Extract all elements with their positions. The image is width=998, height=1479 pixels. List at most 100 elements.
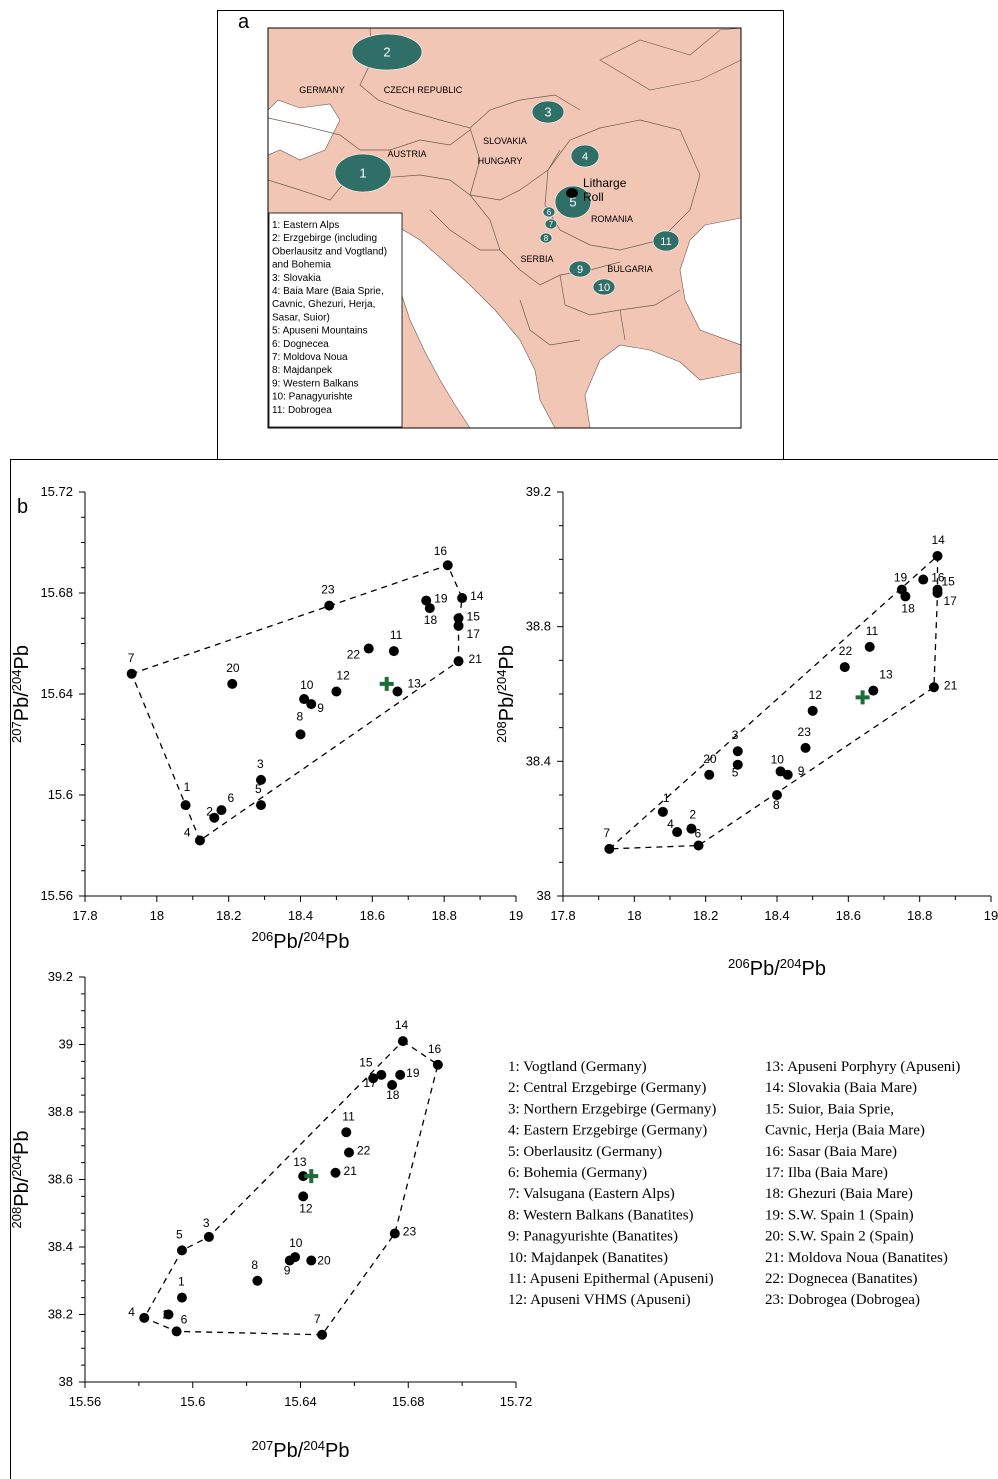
data-point bbox=[693, 840, 704, 851]
map-key-box bbox=[268, 212, 403, 428]
data-point-label: 1 bbox=[663, 791, 670, 805]
site-label: Litharge bbox=[583, 176, 627, 190]
data-point bbox=[453, 620, 464, 631]
data-point bbox=[896, 584, 907, 595]
region-label: 2 bbox=[383, 45, 390, 60]
data-point-label: 8 bbox=[773, 798, 780, 812]
data-point bbox=[672, 827, 683, 838]
x-tick-label: 18 bbox=[627, 908, 641, 923]
data-point-label: 11 bbox=[390, 628, 403, 642]
data-point bbox=[298, 1171, 309, 1182]
region-5 bbox=[554, 185, 592, 219]
data-point bbox=[775, 766, 786, 777]
data-point bbox=[732, 759, 743, 770]
data-point-label: 11 bbox=[342, 1109, 355, 1123]
country-label: BULGARIA bbox=[607, 264, 653, 274]
data-point-label: 20 bbox=[226, 661, 240, 675]
data-point-label: 15 bbox=[942, 575, 956, 589]
data-point bbox=[331, 686, 342, 697]
data-point bbox=[932, 588, 943, 598]
data-point bbox=[800, 742, 811, 753]
data-point-label: 22 bbox=[347, 648, 361, 662]
legend-item: 11: Apuseni Epithermal (Apuseni) bbox=[508, 1271, 714, 1287]
data-point-label: 4 bbox=[184, 825, 191, 839]
region-4 bbox=[570, 144, 600, 168]
legend-item: 10: Majdanpek (Banatites) bbox=[508, 1250, 668, 1266]
data-point bbox=[324, 600, 335, 611]
legend-item: 6: Bohemia (Germany) bbox=[508, 1165, 647, 1181]
data-point bbox=[388, 646, 399, 657]
data-point-label: 15 bbox=[359, 1055, 373, 1069]
data-point bbox=[453, 613, 464, 624]
x-tick-label: 15.56 bbox=[69, 1394, 102, 1409]
map-key-item: 11: Dobrogea bbox=[272, 405, 332, 416]
data-point bbox=[194, 835, 205, 846]
legend-item: Cavnic, Herja (Baia Mare) bbox=[765, 1123, 925, 1139]
country-label: CZECH REPUBLIC bbox=[384, 85, 463, 95]
y-tick-label: 15.72 bbox=[40, 484, 73, 499]
x-tick-label: 18.8 bbox=[432, 908, 457, 923]
map-key-item: 3: Slovakia bbox=[272, 273, 321, 284]
x-tick-label: 18 bbox=[150, 908, 164, 923]
country-label: GERMANY bbox=[299, 85, 345, 95]
x-axis-label: 206Pb/204Pb bbox=[252, 929, 350, 953]
data-point-label: 10 bbox=[771, 752, 785, 766]
y-tick-label: 38.4 bbox=[48, 1239, 73, 1254]
data-point bbox=[421, 595, 432, 606]
panel-letter-b: b bbox=[17, 496, 29, 518]
data-point bbox=[139, 1312, 150, 1323]
data-point-label: 20 bbox=[703, 752, 717, 766]
y-tick-label: 15.6 bbox=[48, 787, 73, 802]
data-point-label: 4 bbox=[128, 1305, 135, 1319]
data-point bbox=[807, 705, 818, 716]
y-tick-label: 15.68 bbox=[40, 585, 73, 600]
y-tick-label: 39.2 bbox=[48, 969, 73, 984]
country-label: HUNGARY bbox=[478, 156, 523, 166]
data-point bbox=[341, 1127, 352, 1138]
data-point-label: 19 bbox=[406, 1066, 420, 1080]
data-point bbox=[732, 746, 743, 757]
data-point-label: 2 bbox=[163, 1308, 170, 1322]
data-point-label: 10 bbox=[289, 1236, 303, 1250]
y-tick-label: 15.56 bbox=[40, 888, 73, 903]
data-point-label: 12 bbox=[336, 668, 350, 682]
data-point bbox=[255, 800, 266, 811]
data-point bbox=[392, 686, 403, 697]
map-key-item: 2: Erzgebirge (including bbox=[272, 233, 377, 244]
data-point-label: 20 bbox=[317, 1254, 331, 1268]
data-point bbox=[839, 662, 850, 673]
x-tick-label: 18.6 bbox=[360, 908, 385, 923]
data-point-label: 7 bbox=[603, 826, 610, 840]
data-point bbox=[704, 769, 715, 780]
data-point-label: 19 bbox=[894, 571, 908, 585]
data-point-label: 19 bbox=[434, 592, 448, 606]
data-point-label: 6 bbox=[695, 827, 702, 841]
data-point-label: 23 bbox=[798, 725, 812, 739]
data-point-label: 22 bbox=[357, 1144, 371, 1158]
map-key-item: 1: Eastern Alps bbox=[272, 220, 339, 231]
data-point-label: 12 bbox=[809, 688, 823, 702]
region-1 bbox=[334, 153, 392, 193]
region-label: 1 bbox=[359, 166, 366, 181]
country-border bbox=[469, 127, 481, 196]
map-key-item: 5: Apuseni Mountains bbox=[272, 326, 368, 337]
country-border bbox=[619, 309, 626, 341]
country-border bbox=[359, 28, 581, 129]
x-tick-label: 17.8 bbox=[72, 908, 97, 923]
legend: 1: Vogtland (Germany) 2: Central Erzgebir… bbox=[508, 1059, 960, 1308]
map-key-item: and Bohemia bbox=[272, 260, 331, 271]
data-point-label: 18 bbox=[386, 1088, 400, 1102]
aegean-sea bbox=[584, 344, 741, 428]
data-point-label: 13 bbox=[407, 676, 421, 690]
map-key-item: 4: Baia Mare (Baia Sprie, bbox=[272, 286, 384, 297]
map-key-item: 7: Moldova Noua bbox=[272, 352, 348, 363]
country-border bbox=[519, 299, 581, 346]
legend-item: 20: S.W. Spain 2 (Spain) bbox=[765, 1229, 914, 1245]
data-point-label: 16 bbox=[434, 544, 448, 558]
data-point-label: 9 bbox=[284, 1264, 291, 1278]
y-axis-label: 207Pb/204Pb bbox=[9, 645, 33, 743]
x-tick-label: 15.6 bbox=[180, 1394, 205, 1409]
data-point bbox=[176, 1245, 187, 1256]
litharge-marker bbox=[855, 690, 870, 705]
data-point-label: 11 bbox=[866, 624, 879, 638]
